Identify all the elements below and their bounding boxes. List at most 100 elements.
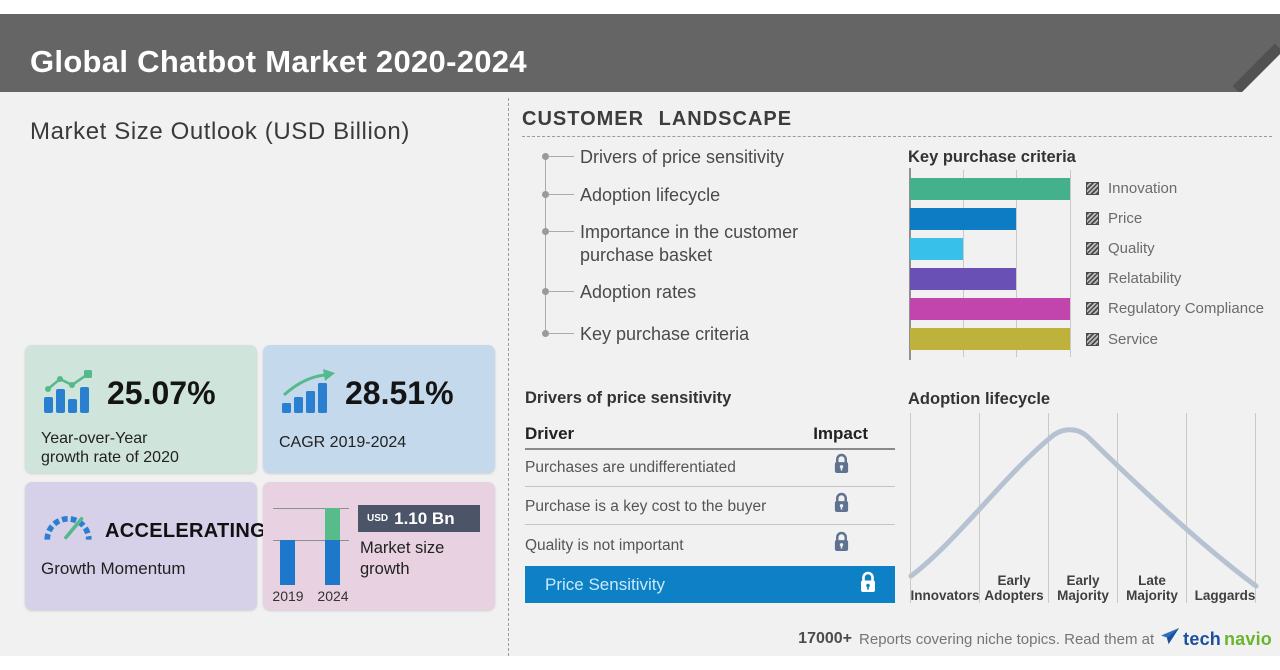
driver-row-text: Purchase is a key cost to the buyer (525, 498, 767, 515)
kpc-gridline (1070, 170, 1071, 357)
header-separator (525, 448, 895, 450)
legend-item: Price (1086, 210, 1142, 227)
legend-item: Regulatory Compliance (1086, 300, 1264, 317)
hatched-swatch-icon (1086, 212, 1099, 225)
bottom-white-strip (0, 656, 1280, 670)
legend-label: Relatability (1108, 270, 1182, 287)
legend-label: Price (1108, 210, 1143, 227)
tree-connector (548, 194, 574, 195)
kpc-y-axis (909, 168, 911, 360)
momentum-value: ACCELERATING (105, 520, 267, 542)
brand-tech: tech (1183, 628, 1221, 649)
lock-icon (833, 491, 850, 519)
usd-value-badge: USD 1.10 Bn (358, 505, 480, 532)
lock-icon-white (859, 570, 877, 599)
bar-regulatory-compliance (910, 298, 1070, 320)
mini-chart-year-2019: 2019 (272, 588, 304, 604)
page-title: Global Chatbot Market 2020-2024 (30, 44, 527, 79)
hatched-swatch-icon (1086, 302, 1099, 315)
cagr-value: 28.51% (345, 375, 454, 411)
tree-connector (548, 291, 574, 292)
lifecycle-label-early-adopters: Early Adopters (984, 572, 1044, 604)
yoy-label-line2: growth rate of 2020 (41, 449, 179, 466)
bar-quality (910, 238, 963, 260)
customer-landscape-title: CUSTOMER LANDSCAPE (522, 108, 793, 130)
hatched-swatch-icon (1086, 333, 1099, 346)
lock-icon (833, 530, 850, 558)
landscape-item-adoption-rates: Adoption rates (580, 282, 697, 302)
momentum-label: Growth Momentum (41, 559, 186, 578)
hatched-swatch-icon (1086, 272, 1099, 285)
bar-price (910, 208, 1016, 230)
badge-currency: USD (367, 513, 389, 524)
bar-2024-base-segment (325, 540, 340, 585)
top-white-strip (0, 0, 1280, 14)
price-sensitivity-label: Price Sensitivity (545, 574, 665, 594)
bar-relatability (910, 268, 1016, 290)
cagr-label: CAGR 2019-2024 (279, 434, 407, 451)
bar-chart-trend-icon (41, 369, 99, 420)
lifecycle-label-laggards: Laggards (1194, 588, 1256, 604)
vertical-dashed-divider (508, 98, 509, 656)
bar-2024-growth-segment (325, 508, 340, 540)
bar-2019 (280, 540, 295, 585)
market-size-outlook-title: Market Size Outlook (USD Billion) (30, 118, 410, 145)
column-header-driver: Driver (525, 424, 575, 443)
tree-node-dot (542, 330, 549, 337)
tree-connector (548, 231, 574, 232)
landscape-tree-line (545, 157, 546, 335)
card-cagr: 28.51% CAGR 2019-2024 (263, 345, 495, 473)
drivers-table-title: Drivers of price sensitivity (525, 389, 732, 407)
tree-connector (548, 156, 574, 157)
card-market-size-growth: 2019 2024 USD 1.10 Bn Market size growth (263, 482, 495, 610)
footer-text: Reports covering niche topics. Read them… (859, 630, 1155, 648)
header-corner-fold (1232, 43, 1280, 92)
tree-node-dot (542, 288, 549, 295)
kpc-gridline (963, 170, 964, 357)
legend-item: Relatability (1086, 270, 1181, 287)
alc-gridline (1255, 413, 1256, 603)
lifecycle-label-early-majority: Early Majority (1057, 572, 1109, 604)
legend-label: Quality (1108, 240, 1155, 257)
alc-gridline (1117, 413, 1118, 603)
technavio-logo-link[interactable]: tech navio (1161, 628, 1272, 650)
column-header-impact: Impact (813, 424, 868, 443)
alc-gridline (1186, 413, 1187, 603)
row-separator (525, 486, 895, 487)
legend-item: Innovation (1086, 180, 1177, 197)
tree-node-dot (542, 228, 549, 235)
badge-value: 1.10 Bn (394, 508, 455, 528)
paper-plane-icon (1161, 628, 1180, 650)
growth-label: Market size growth (360, 539, 445, 578)
tree-node-dot (542, 153, 549, 160)
alc-gridline (910, 413, 911, 603)
driver-row-text: Quality is not important (525, 537, 684, 554)
card-growth-momentum: ACCELERATING Growth Momentum (25, 482, 266, 610)
speedometer-icon (41, 502, 95, 551)
brand-navio: navio (1223, 628, 1272, 649)
lifecycle-label-innovators: Innovators (910, 588, 980, 604)
tree-node-dot (542, 191, 549, 198)
bar-chart-arrow-icon (279, 369, 337, 420)
legend-label: Innovation (1108, 180, 1178, 197)
hatched-swatch-icon (1086, 182, 1099, 195)
bell-curve (908, 427, 1259, 589)
yoy-value: 25.07% (107, 375, 216, 411)
tree-connector (548, 333, 574, 334)
kpc-gridline (1016, 170, 1017, 357)
bar-innovation (910, 178, 1070, 200)
landscape-item-lifecycle: Adoption lifecycle (580, 185, 721, 205)
lifecycle-label-late-majority: Late Majority (1126, 572, 1178, 604)
legend-label: Regulatory Compliance (1108, 300, 1264, 317)
reports-count: 17000+ (798, 630, 853, 647)
mini-chart-gridline-mid (273, 540, 349, 541)
row-separator (525, 524, 895, 525)
alc-gridline (1048, 413, 1049, 603)
legend-item: Service (1086, 331, 1158, 348)
landscape-item-importance: Importance in the customer purchase bask… (580, 222, 799, 266)
legend-item: Quality (1086, 240, 1155, 257)
landscape-item-drivers: Drivers of price sensitivity (580, 147, 785, 167)
price-sensitivity-highlight-row: Price Sensitivity (525, 566, 895, 603)
header-bar (0, 14, 1280, 92)
